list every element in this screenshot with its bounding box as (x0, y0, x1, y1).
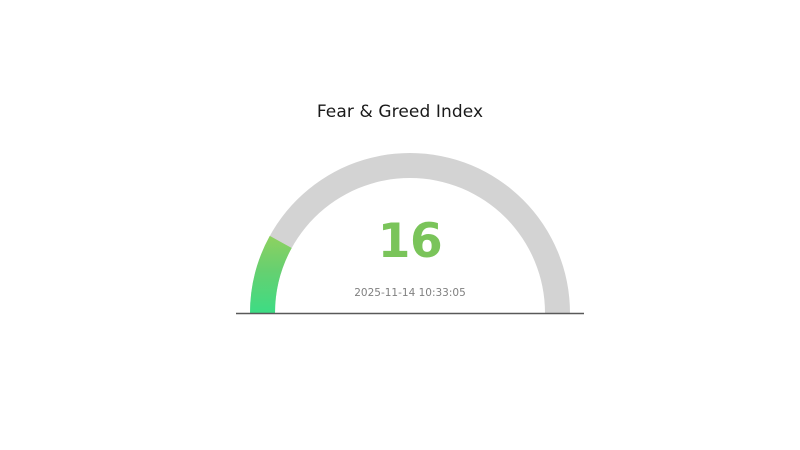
gauge-svg (236, 153, 584, 315)
gauge-value-readout: 16 (377, 214, 443, 269)
page-title: Fear & Greed Index (316, 102, 484, 122)
gauge-timestamp: 2025-11-14 10:33:05 (354, 287, 466, 299)
gauge-chart (230, 140, 590, 325)
gauge-value-arc (250, 235, 292, 313)
gauge-track-arc (250, 153, 570, 313)
